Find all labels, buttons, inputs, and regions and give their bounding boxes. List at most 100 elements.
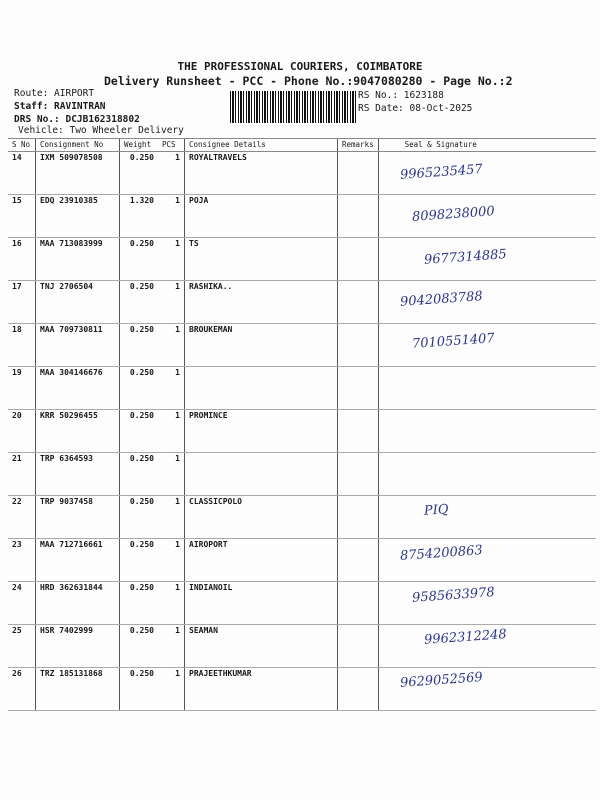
col-sno: S No [8,138,36,152]
pcs: 1 [158,581,185,625]
s-no: 19 [8,366,36,410]
table-row: 17 TNJ 2706504 0.250 1 RASHIKA.. [8,280,596,324]
pcs: 1 [158,237,185,281]
table-row: 25 HSR 7402999 0.250 1 SEAMAN [8,624,596,668]
weight: 0.250 [119,667,158,711]
remarks [337,667,379,711]
s-no: 24 [8,581,36,625]
remarks [337,151,379,195]
signature [377,237,596,281]
weight: 0.250 [119,237,158,281]
table-row: 15 EDQ 23910385 1.320 1 POJA [8,194,596,238]
vehicle: Vehicle: Two Wheeler Delivery [18,125,184,136]
consignee: PROMINCE [184,409,338,453]
consignment-no: HRD 362631844 [35,581,120,625]
s-no: 18 [8,323,36,367]
consignment-no: KRR 50296455 [35,409,120,453]
signature [377,667,596,711]
col-remarks: Remarks [337,138,379,152]
signature [377,194,596,238]
consignment-no: HSR 7402999 [35,624,120,668]
pcs: 1 [158,323,185,367]
s-no: 25 [8,624,36,668]
signature [377,366,596,410]
consignee: SEAMAN [184,624,338,668]
table-row: 16 MAA 713083999 0.250 1 TS [8,237,596,281]
remarks [337,323,379,367]
consignment-no: IXM 509078508 [35,151,120,195]
consignee: POJA [184,194,338,238]
consignment-no: MAA 709730811 [35,323,120,367]
signature [377,581,596,625]
remarks [337,624,379,668]
pcs: 1 [158,151,185,195]
table-row: 22 TRP 9037458 0.250 1 CLASSICPOLO [8,495,596,539]
s-no: 23 [8,538,36,582]
s-no: 14 [8,151,36,195]
company-title: THE PROFESSIONAL COURIERS, COIMBATORE [177,60,423,73]
pcs: 1 [158,538,185,582]
consignee: ROYALTRAVELS [184,151,338,195]
delivery-table: S No Consignment No Weight PCS Consignee… [8,138,596,711]
table-row: 18 MAA 709730811 0.250 1 BROUKEMAN [8,323,596,367]
table-row: 19 MAA 304146676 0.250 1 [8,366,596,410]
weight: 0.250 [119,323,158,367]
consignee: TS [184,237,338,281]
pcs: 1 [158,495,185,539]
consignment-no: MAA 304146676 [35,366,120,410]
signature [377,624,596,668]
signature [377,495,596,539]
table-row: 21 TRP 6364593 0.250 1 [8,452,596,496]
s-no: 22 [8,495,36,539]
barcode [230,91,356,123]
pcs: 1 [158,366,185,410]
consignment-no: MAA 712716661 [35,538,120,582]
col-pcs: PCS [158,138,185,152]
consignment-no: TRP 9037458 [35,495,120,539]
s-no: 21 [8,452,36,496]
col-consignment: Consignment No [35,138,120,152]
col-weight: Weight [119,138,158,152]
col-signature: Seal & Signature [377,138,596,152]
consignee [184,452,338,496]
s-no: 17 [8,280,36,324]
remarks [337,280,379,324]
signature [377,151,596,195]
remarks [337,237,379,281]
consignee: AIROPORT [184,538,338,582]
signature [377,409,596,453]
consignment-no: TRP 6364593 [35,452,120,496]
remarks [337,194,379,238]
consignment-no: MAA 713083999 [35,237,120,281]
consignee [184,366,338,410]
pcs: 1 [158,667,185,711]
weight: 0.250 [119,624,158,668]
weight: 0.250 [119,452,158,496]
remarks [337,495,379,539]
rs-date: RS Date: 08-Oct-2025 [358,103,473,114]
pcs: 1 [158,624,185,668]
pcs: 1 [158,452,185,496]
pcs: 1 [158,409,185,453]
consignee: CLASSICPOLO [184,495,338,539]
rs-number: RS No.: 1623188 [358,90,444,101]
consignee: RASHIKA.. [184,280,338,324]
table-row: 24 HRD 362631844 0.250 1 INDIANOIL [8,581,596,625]
table-row: 26 TRZ 185131868 0.250 1 PRAJEETHKUMAR [8,667,596,711]
table-row: 23 MAA 712716661 0.250 1 AIROPORT [8,538,596,582]
signature [377,323,596,367]
consignment-no: EDQ 23910385 [35,194,120,238]
remarks [337,538,379,582]
signature [377,538,596,582]
route: Route: AIRPORT [14,88,95,99]
remarks [337,452,379,496]
handwritten-signature: PIQ [423,502,450,520]
staff: Staff: RAVINTRAN [14,101,106,112]
remarks [337,409,379,453]
s-no: 26 [8,667,36,711]
weight: 0.250 [119,151,158,195]
runsheet-subtitle: Delivery Runsheet - PCC - Phone No.:9047… [104,74,513,88]
s-no: 16 [8,237,36,281]
pcs: 1 [158,194,185,238]
